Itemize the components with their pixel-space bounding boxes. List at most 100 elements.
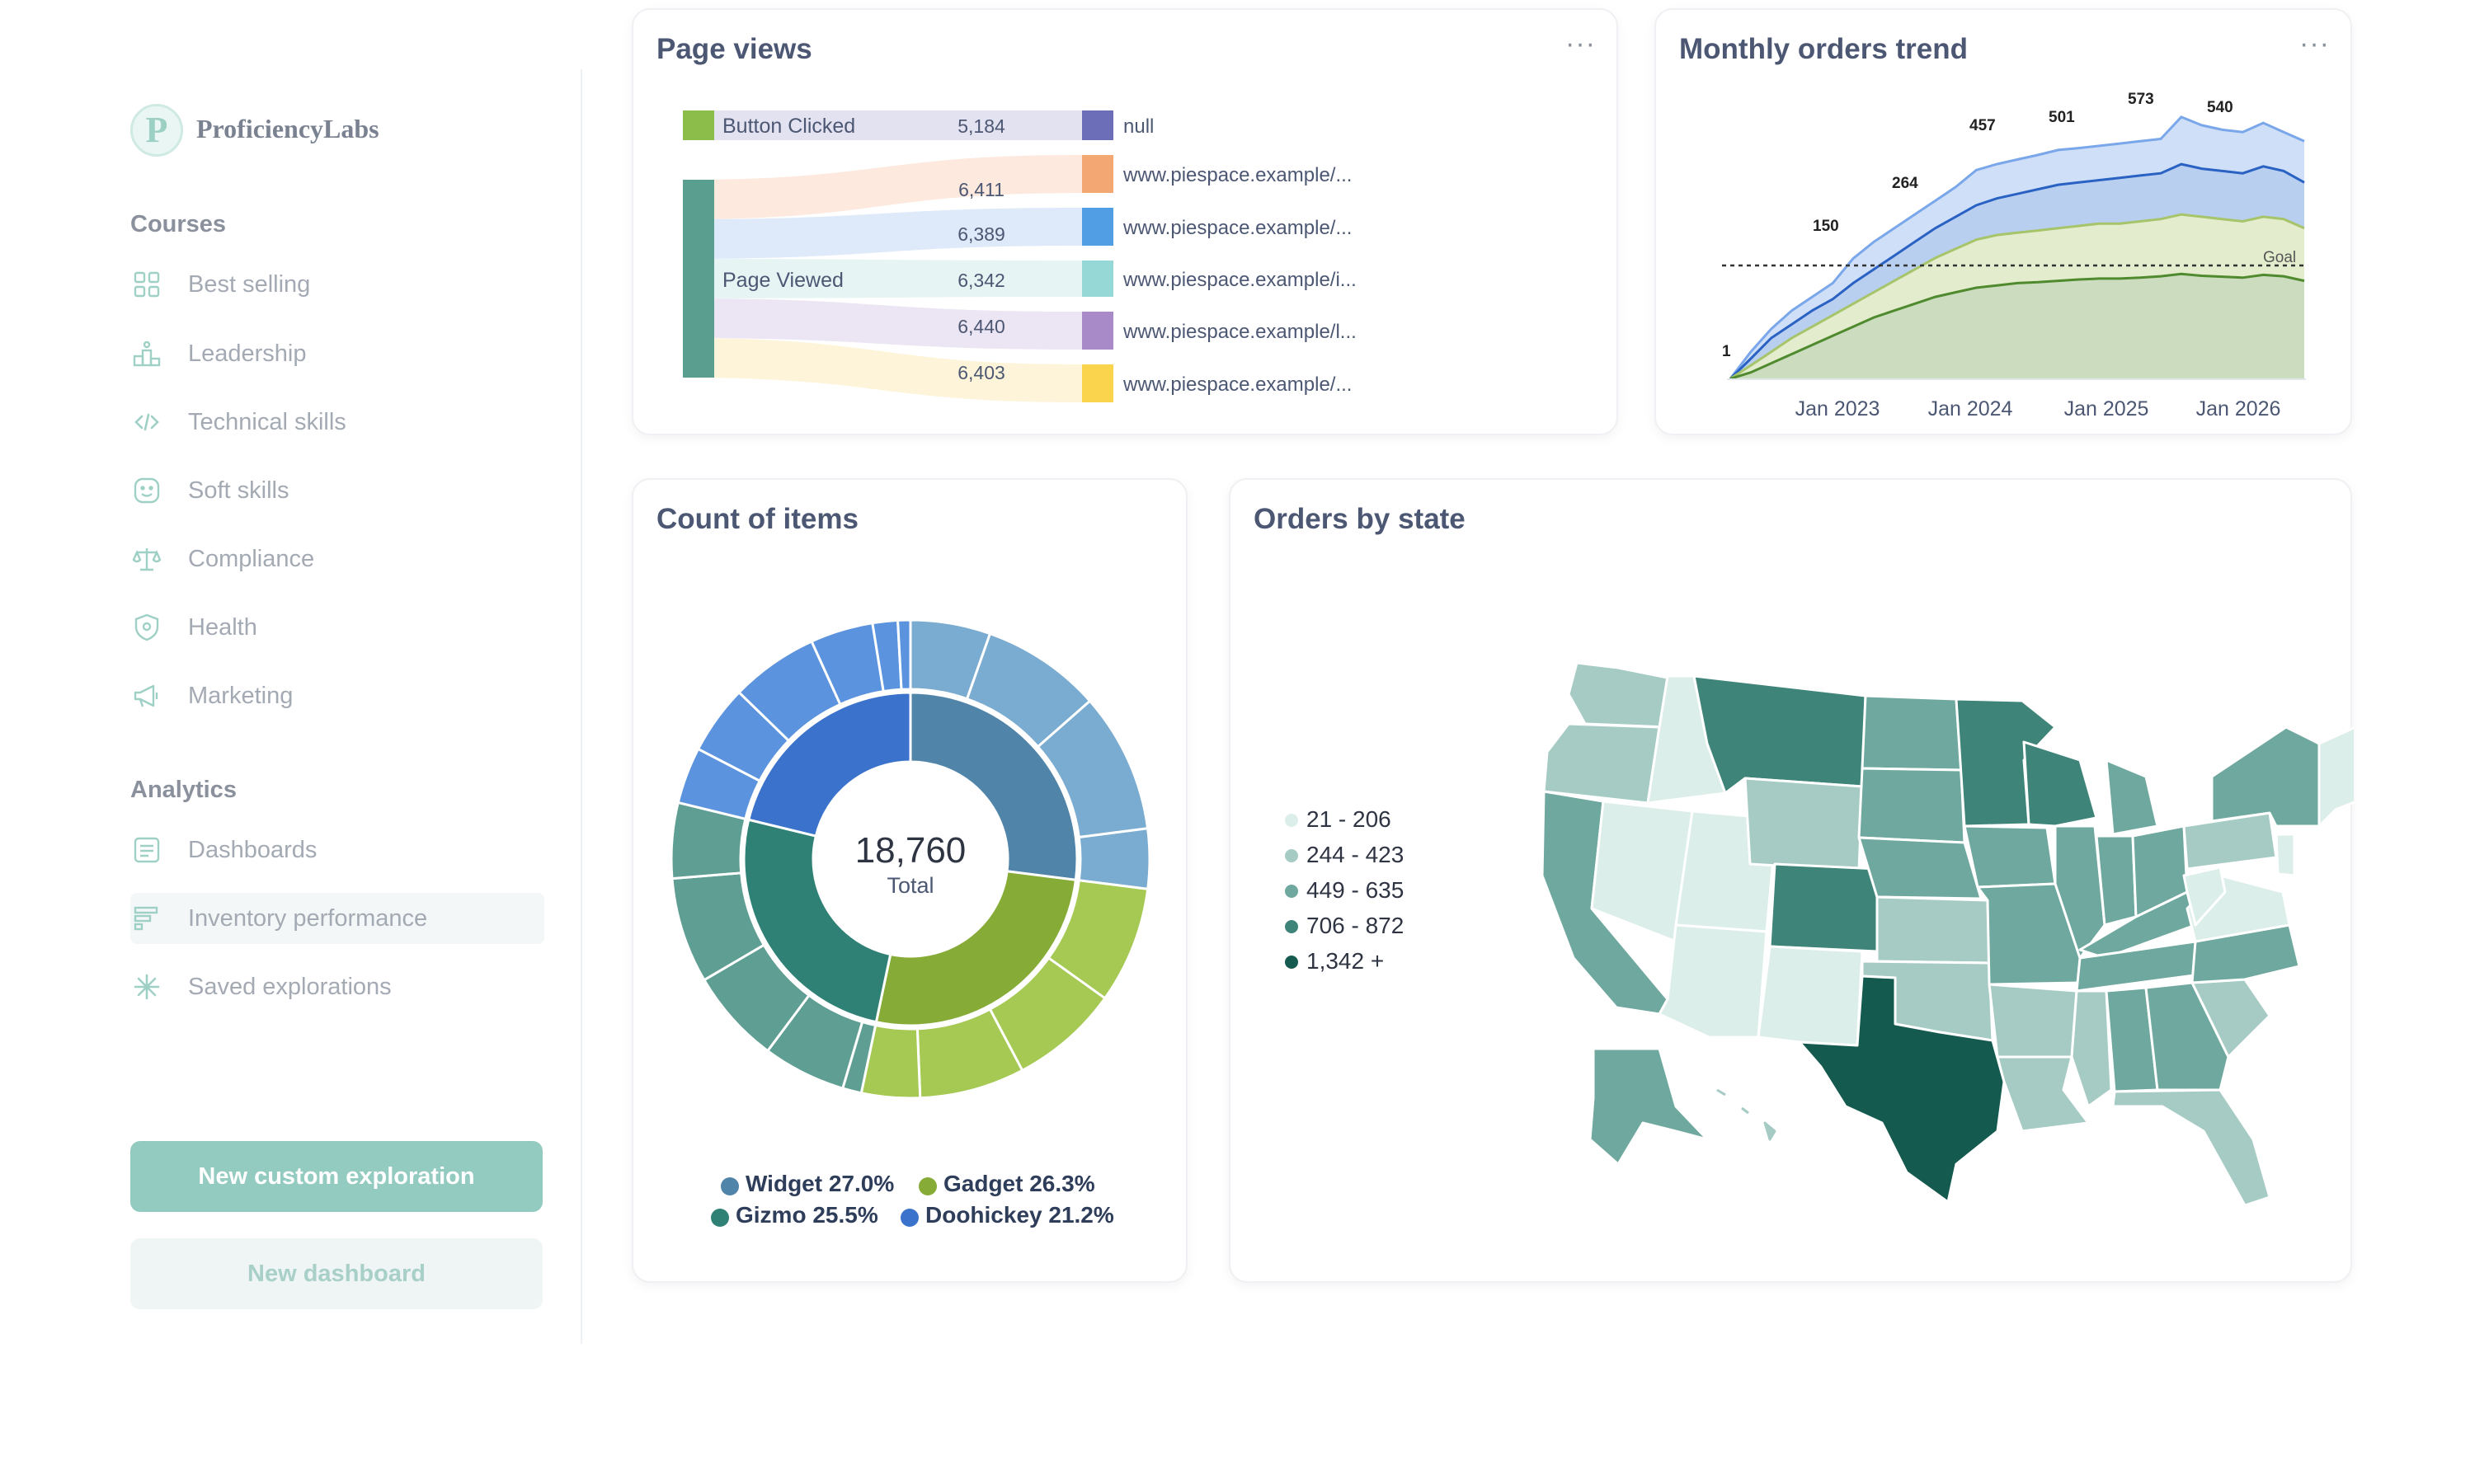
trend-chart: Goal Jan 2023 Jan 2024 Jan 2025 Jan 2026… bbox=[1722, 91, 2306, 420]
sidebar-item-label: Soft skills bbox=[188, 477, 289, 504]
legend-label: 1,342 + bbox=[1306, 948, 1385, 974]
podium-icon bbox=[133, 340, 161, 367]
state-arkansas bbox=[1988, 983, 2078, 1059]
data-label: 1 bbox=[1722, 343, 1731, 360]
sankey-target-label: www.piespace.example/... bbox=[1122, 164, 1352, 186]
count-items-card: Count of items 18,760 Total Widget 27.0%… bbox=[632, 478, 1188, 1283]
data-label: 573 bbox=[2128, 91, 2154, 108]
state-nebraska bbox=[1857, 836, 1983, 900]
legend-label: 706 - 872 bbox=[1306, 913, 1404, 938]
sidebar-item-soft-skills[interactable]: Soft skills bbox=[130, 465, 544, 516]
legend-label: 21 - 206 bbox=[1306, 806, 1391, 832]
scales-icon bbox=[132, 548, 162, 571]
series-line bbox=[1729, 162, 2305, 380]
goal-label: Goal bbox=[2263, 249, 2296, 266]
state-florida bbox=[2111, 1088, 2271, 1207]
legend-label: Widget 27.0% bbox=[746, 1171, 895, 1196]
series-line bbox=[1729, 272, 2305, 380]
sparkle-icon bbox=[134, 974, 160, 1000]
new-dashboard-button[interactable]: New dashboard bbox=[130, 1238, 543, 1309]
sankey-target-label: www.piespace.example/... bbox=[1122, 373, 1352, 396]
state-kansas bbox=[1875, 895, 1991, 965]
state-georgia bbox=[2144, 981, 2230, 1092]
state-mississippi bbox=[2070, 989, 2113, 1108]
sankey-flow bbox=[683, 155, 1082, 219]
sidebar-item-label: Technical skills bbox=[188, 409, 346, 435]
smile-icon bbox=[134, 477, 160, 504]
data-label: 540 bbox=[2207, 99, 2233, 116]
sidebar: P ProficiencyLabs Courses Best selling L… bbox=[0, 0, 582, 1344]
sankey-value: 6,411 bbox=[958, 179, 1005, 200]
analytics-heading: Analytics bbox=[130, 777, 237, 803]
data-label: 150 bbox=[1813, 218, 1839, 235]
sankey-target-node bbox=[1082, 261, 1113, 297]
sidebar-item-technical-skills[interactable]: Technical skills bbox=[130, 397, 544, 448]
sankey-flow bbox=[683, 259, 1082, 298]
legend-label: Gizmo 25.5% bbox=[736, 1202, 878, 1228]
sankey-flow bbox=[683, 208, 1082, 259]
legend-label: 244 - 423 bbox=[1306, 842, 1404, 867]
sidebar-item-label: Compliance bbox=[188, 546, 315, 572]
sankey-flow bbox=[683, 110, 1082, 140]
series-line bbox=[1729, 115, 2305, 380]
legend-swatch bbox=[711, 1209, 729, 1227]
data-label: 457 bbox=[1969, 117, 1996, 134]
legend-label: Gadget 26.3% bbox=[943, 1171, 1095, 1196]
card-title: Monthly orders trend bbox=[1679, 33, 1969, 65]
sidebar-item-saved-explorations[interactable]: Saved explorations bbox=[130, 961, 544, 1012]
sidebar-item-label: Saved explorations bbox=[188, 974, 392, 1000]
sankey-target-label: www.piespace.example/l... bbox=[1122, 321, 1357, 343]
data-label: 501 bbox=[2049, 109, 2075, 126]
sankey-target-node bbox=[1082, 208, 1113, 246]
x-tick-label: Jan 2025 bbox=[2064, 397, 2149, 420]
grid-icon bbox=[134, 271, 160, 298]
donut-slice bbox=[874, 870, 1078, 1027]
data-label: 264 bbox=[1892, 175, 1918, 192]
x-tick-label: Jan 2024 bbox=[1928, 397, 2013, 420]
total-value: 18,760 bbox=[855, 830, 967, 871]
state-indiana bbox=[2095, 834, 2138, 927]
sunburst-chart: 18,760 Total bbox=[670, 618, 1151, 1100]
orders-by-state-card: Orders by state 21 - 206 244 - 423 449 -… bbox=[1229, 478, 2354, 1283]
sidebar-item-best-selling[interactable]: Best selling bbox=[130, 259, 544, 310]
sidebar-divider bbox=[581, 69, 582, 1344]
sankey-target-node bbox=[1082, 155, 1113, 193]
sankey-target-label: www.piespace.example/i... bbox=[1122, 269, 1357, 291]
sidebar-item-label: Best selling bbox=[188, 271, 311, 298]
sidebar-item-marketing[interactable]: Marketing bbox=[130, 670, 544, 721]
state-new-mexico bbox=[1757, 945, 1864, 1047]
new-custom-exploration-button[interactable]: New custom exploration bbox=[130, 1141, 543, 1212]
sankey-node-button-clicked bbox=[683, 110, 714, 140]
more-icon[interactable]: ··· bbox=[1565, 28, 1596, 59]
sankey-value: 6,389 bbox=[957, 223, 1005, 245]
donut-legend: Widget 27.0% Gadget 26.3% Gizmo 25.5% Do… bbox=[711, 1171, 1122, 1237]
sunburst-outer-slice bbox=[896, 618, 912, 691]
donut-slice bbox=[742, 818, 892, 1024]
state-wyoming bbox=[1743, 777, 1864, 872]
state-montana bbox=[1692, 674, 1867, 795]
logo-icon[interactable]: P bbox=[130, 104, 183, 157]
sankey-value: 6,342 bbox=[957, 270, 1005, 291]
donut-slice bbox=[909, 691, 1079, 881]
sidebar-item-label: Health bbox=[188, 614, 257, 641]
sidebar-item-leadership[interactable]: Leadership bbox=[130, 328, 544, 379]
more-icon[interactable]: ··· bbox=[2299, 28, 2330, 59]
sidebar-item-dashboards[interactable]: Dashboards bbox=[130, 824, 544, 876]
state-west-virginia bbox=[2182, 866, 2227, 927]
shield-icon bbox=[134, 613, 159, 641]
sidebar-item-label: Leadership bbox=[188, 340, 307, 367]
x-tick-label: Jan 2023 bbox=[1795, 397, 1880, 420]
legend-swatch bbox=[901, 1209, 919, 1227]
state-texas bbox=[1798, 974, 2006, 1204]
sidebar-item-label: Inventory performance bbox=[188, 905, 428, 932]
sidebar-item-health[interactable]: Health bbox=[130, 602, 544, 653]
app-name[interactable]: ProficiencyLabs bbox=[196, 114, 379, 143]
series-area bbox=[1730, 274, 2304, 379]
sidebar-item-compliance[interactable]: Compliance bbox=[130, 533, 544, 585]
sidebar-item-label: Dashboards bbox=[188, 837, 318, 863]
legend-swatch bbox=[1285, 814, 1298, 827]
sankey-target-node bbox=[1082, 364, 1113, 402]
state-new-england bbox=[2317, 726, 2354, 828]
sankey-flow bbox=[683, 298, 1082, 350]
sidebar-item-inventory-performance[interactable]: Inventory performance bbox=[130, 893, 544, 944]
